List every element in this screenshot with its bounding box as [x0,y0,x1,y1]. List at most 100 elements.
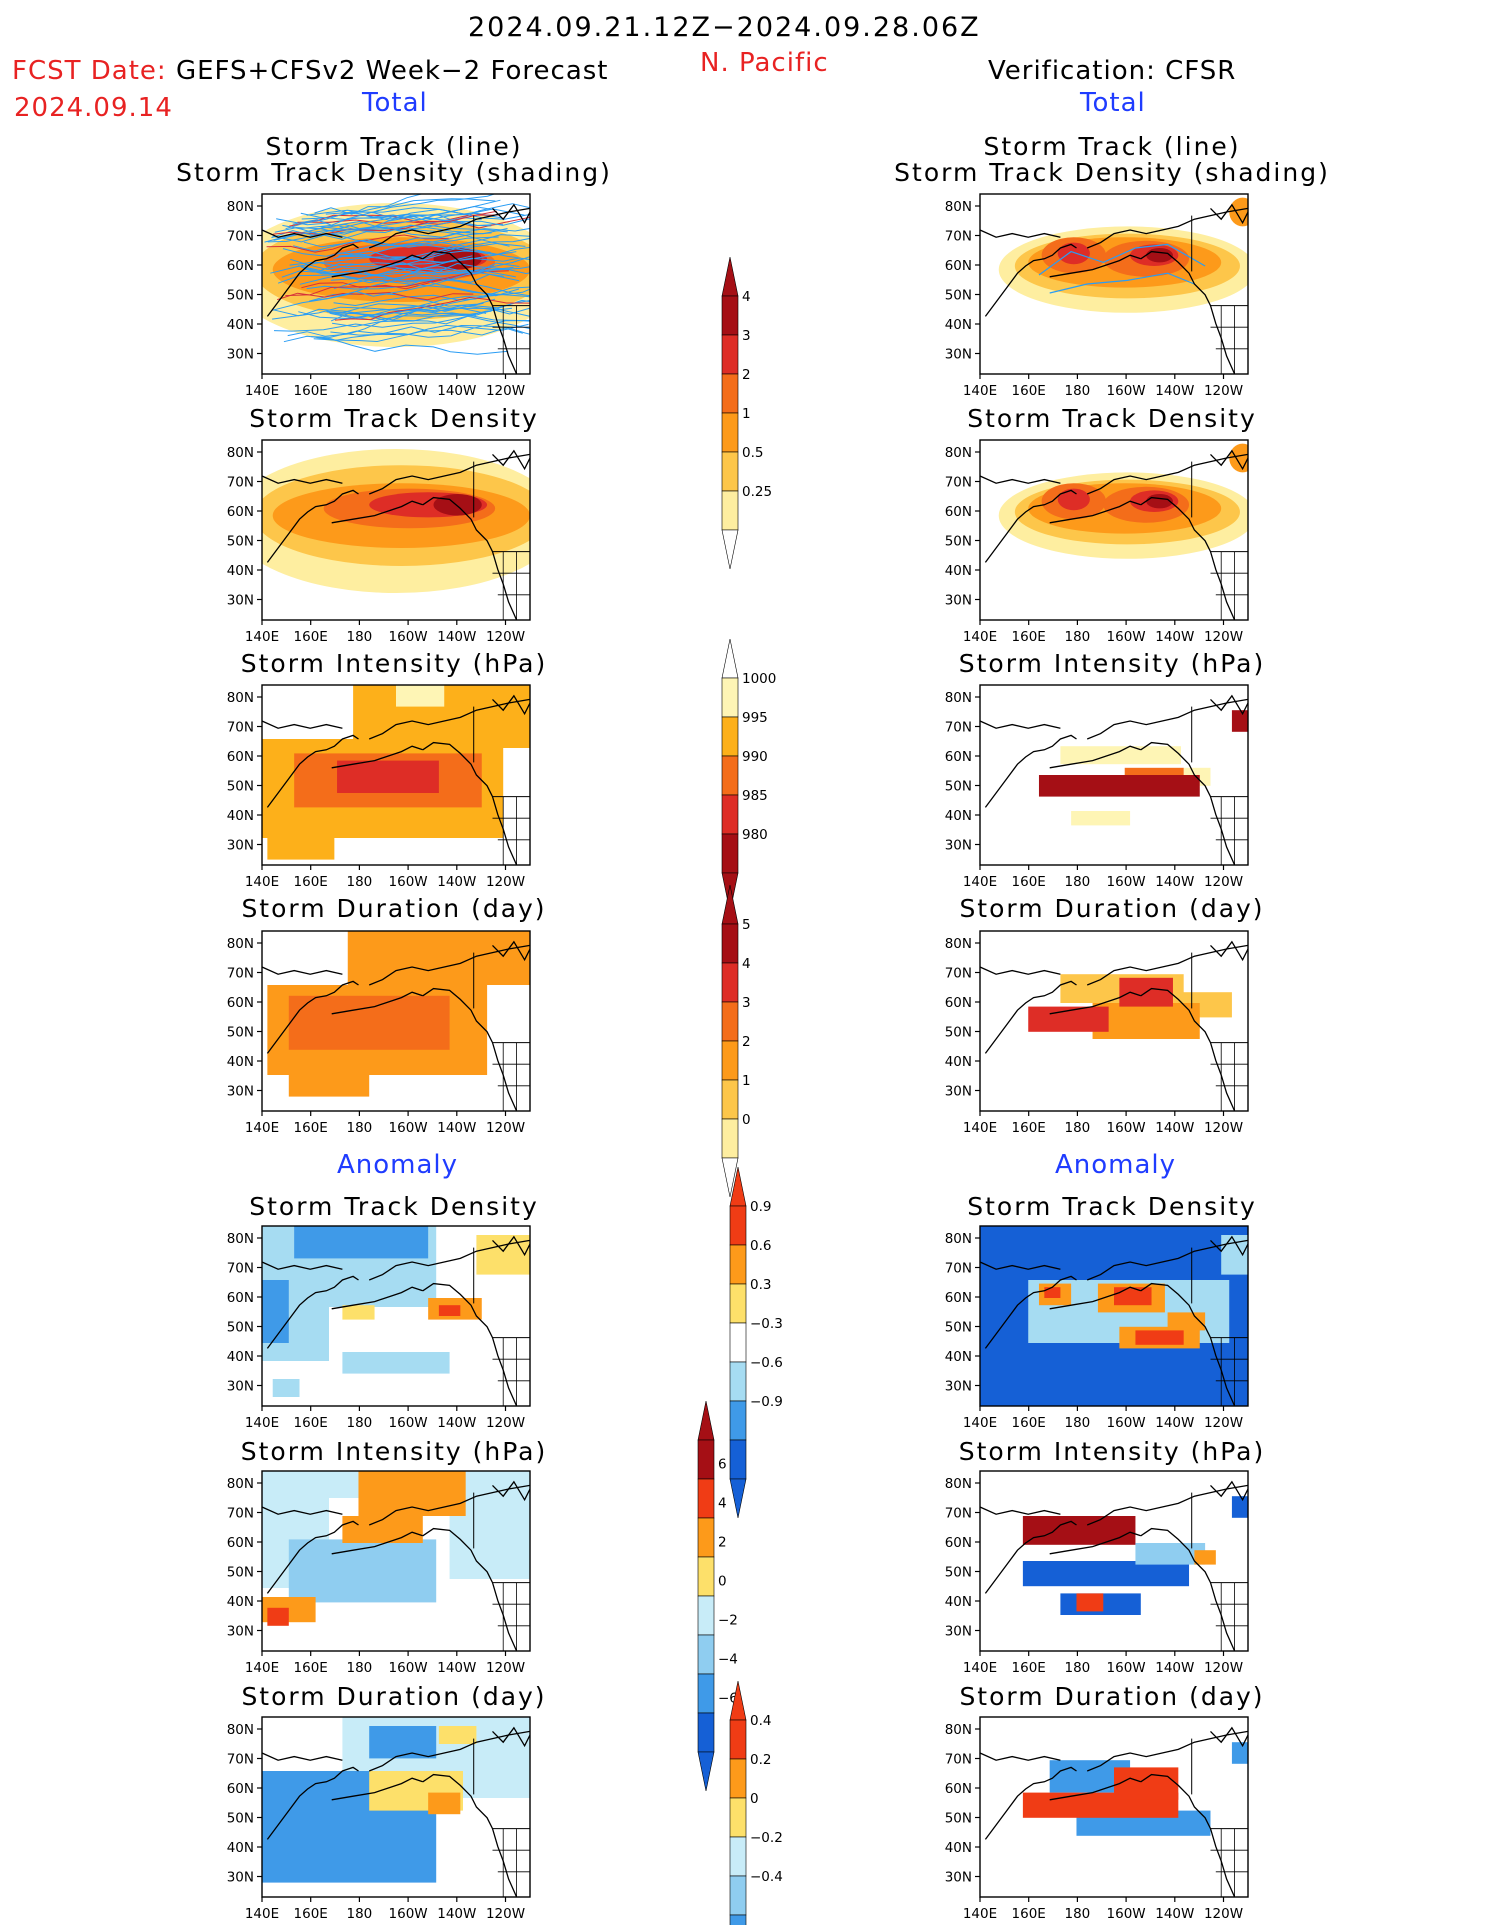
anom-pos-small [476,1235,530,1275]
lat-tick-label: 70N [227,720,254,736]
verification-panel-3: 80N 70N 60N 50N 40N 30N 140E 160E 180 160W 140W 120… [945,684,1249,890]
lat-tick-label: 30N [227,1084,254,1100]
coastline [980,940,1248,1111]
colorbar-label: −0.6 [750,1355,783,1371]
intensity-985 [337,760,439,793]
lat-tick-label: 80N [945,690,972,706]
plot-frame [979,193,1249,375]
lat-tick-label: 40N [945,808,972,824]
lon-tick-label: 140W [1155,1120,1194,1136]
plot-frame [261,439,531,621]
lat-tick-label: 30N [945,1870,972,1886]
plot-frame [261,1470,531,1652]
title-duration-left: Storm Duration (day) [241,894,547,923]
forecast-panel-5: 80N 70N 60N 50N 40N 30N 140E 160E 180 160W 140W 120… [227,1225,531,1431]
colorbar-swatch [721,962,739,1003]
total-label-right: Total [1080,88,1146,118]
lon-tick-label: 160E [294,874,328,890]
dur-anom-pos-small [438,1726,477,1744]
lat-tick-label: 60N [227,995,254,1011]
anomaly-label-left: Anomaly [337,1150,459,1180]
colorbar-swatch [721,1079,739,1120]
lat-tick-label: 70N [945,720,972,736]
colorbar-track-density-anom: 0.9 0.6 0.3 −0.3 −0.6 −0.9 [729,1166,783,1519]
verification-panel-2: 80N 70N 60N 50N 40N 30N 140E 160E 180 160W 140W 120… [945,439,1249,645]
period-title: 2024.09.21.12Z−2024.09.28.06Z [468,12,981,43]
lon-tick-label: 140W [1155,1906,1194,1922]
int-anom-neg-max [1022,1561,1190,1587]
lat-tick-label: 80N [227,690,254,706]
colorbar-intensity-total: 1000 995 990 985 980 [721,638,776,913]
lon-tick-label: 180 [347,1906,373,1922]
coastline [980,694,1248,865]
forecast-panel-3: 80N 70N 60N 50N 40N 30N 140E 160E 180 160W 140W 120… [227,684,531,890]
plot-frame [261,1716,531,1898]
colorbar-label: 995 [742,710,768,726]
title-track-density-shading-left: Storm Track Density (shading) [176,158,612,187]
lon-tick-label: 160E [294,1906,328,1922]
colorbar-label: 0.25 [742,484,772,500]
colorbar-label: 6 [718,1456,727,1472]
plot-frame [979,684,1249,866]
plot-frame [261,930,531,1112]
lon-tick-label: 120W [1204,629,1243,645]
coastline [262,940,530,1111]
lon-tick-label: 160E [1012,1120,1046,1136]
colorbar-label: 4 [742,956,751,972]
lon-tick-label: 120W [486,1120,525,1136]
lat-tick-label: 80N [945,1476,972,1492]
coastline [262,449,530,620]
lat-tick-label: 50N [945,1320,972,1336]
lat-tick-label: 60N [227,1535,254,1551]
plot-frame [261,1225,531,1407]
lon-tick-label: 140E [963,1660,997,1676]
duration-2 [288,1075,370,1097]
lat-tick-label: 60N [227,749,254,765]
lon-tick-label: 140W [437,1120,476,1136]
colorbar-swatch [729,1875,747,1916]
int-anom-neg-mid [288,1539,437,1603]
colorbar-label: −0.2 [750,1830,783,1846]
density-1 [1229,197,1248,227]
lat-tick-label: 60N [945,1781,972,1797]
intensity-980 [1038,775,1200,797]
lat-tick-label: 80N [945,1231,972,1247]
lat-tick-label: 50N [945,534,972,550]
lat-tick-label: 70N [945,1261,972,1277]
coastline [980,1480,1248,1651]
colorbar-swatch [697,1439,715,1480]
lon-tick-label: 140E [245,629,279,645]
lat-tick-label: 50N [227,1320,254,1336]
colorbar-label: 0 [742,1112,751,1128]
lon-tick-label: 140W [437,383,476,399]
lat-tick-label: 60N [227,1290,254,1306]
lon-tick-label: 180 [347,629,373,645]
colorbar-swatch [729,1283,747,1324]
colorbar-swatch [721,490,739,531]
lat-tick-label: 30N [227,347,254,363]
lat-tick-label: 50N [227,534,254,550]
lon-tick-label: 180 [1065,629,1091,645]
lat-tick-label: 40N [227,317,254,333]
lon-tick-label: 180 [347,1415,373,1431]
colorbar-swatch [721,833,739,874]
verification-panel-5: 80N 70N 60N 50N 40N 30N 140E 160E 180 160W 140W 120… [945,1225,1249,1431]
coastline [980,449,1248,620]
lon-tick-label: 160E [1012,383,1046,399]
colorbar-label: 4 [718,1495,727,1511]
lat-tick-label: 80N [227,1722,254,1738]
lat-tick-label: 60N [227,1781,254,1797]
density-1 [1229,443,1248,473]
lon-tick-label: 160W [1107,1660,1146,1676]
lat-tick-label: 60N [945,995,972,1011]
lon-tick-label: 140E [963,1120,997,1136]
dur-anom-neg-large [1231,1742,1248,1764]
lon-tick-label: 180 [347,383,373,399]
int-anom-pos-small [1194,1550,1216,1565]
lat-tick-label: 40N [227,1054,254,1070]
fcst-date-line: FCST Date: GEFS+CFSv2 Week−2 Forecast [12,56,609,86]
colorbar-label: 0.9 [750,1199,771,1215]
lon-tick-label: 180 [347,1120,373,1136]
lon-tick-label: 120W [486,1415,525,1431]
forecast-panel-1: 80N 70N 60N 50N 40N 30N 140E 160E 180 160W 140W 120… [227,193,531,399]
